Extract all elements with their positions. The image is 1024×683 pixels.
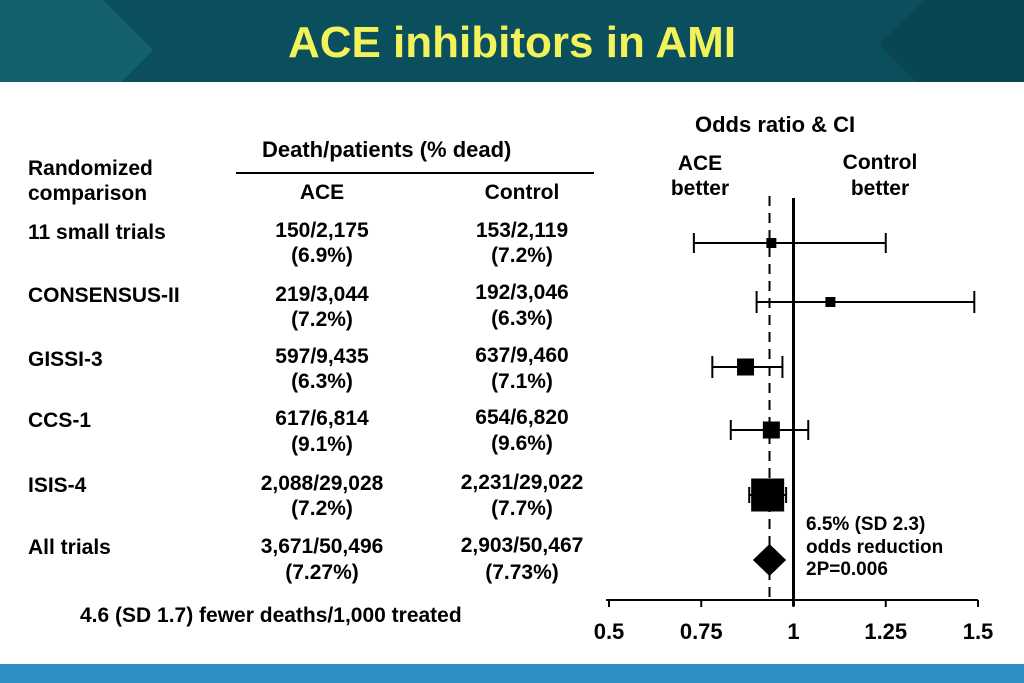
ace-counts: 150/2,175 — [275, 219, 369, 242]
footer-bar — [0, 664, 1024, 683]
forest-plot: 0.5 0.75 1 1.25 1.5 — [594, 196, 994, 644]
point-estimate — [766, 238, 777, 248]
trial-name: ISIS-4 — [28, 474, 87, 497]
col-header-ace: ACE — [299, 181, 345, 204]
point-estimate — [751, 478, 785, 512]
point-estimate — [825, 297, 836, 307]
ace-percent: (6.9%) — [291, 244, 353, 267]
table-header-rule — [236, 172, 594, 174]
annotation-line2: odds reduction — [806, 537, 944, 558]
col-header-control: Control — [484, 181, 560, 204]
ace-counts: 597/9,435 — [275, 345, 369, 368]
control-percent: (7.73%) — [485, 561, 559, 584]
x-tick-label: 1 — [787, 619, 799, 644]
annotation-line3: 2P=0.006 — [806, 559, 888, 580]
ace-percent: (7.2%) — [291, 497, 353, 520]
left-label-line1: ACE — [677, 152, 723, 175]
control-percent: (6.3%) — [491, 307, 553, 330]
ace-counts: 3,671/50,496 — [260, 535, 384, 558]
trial-name: CCS-1 — [28, 409, 92, 432]
control-counts: 654/6,820 — [475, 406, 569, 429]
right-label-line2: better — [850, 177, 910, 200]
trial-estimates — [692, 233, 976, 512]
point-estimate — [737, 358, 755, 376]
table-group-header: Death/patients (% dead) — [262, 137, 512, 162]
table-footnote: 4.6 (SD 1.7) fewer deaths/1,000 treated — [80, 604, 462, 627]
x-tick-label: 0.75 — [680, 619, 723, 644]
control-counts: 153/2,119 — [475, 219, 569, 242]
overall-estimate — [752, 544, 787, 576]
control-percent: (7.7%) — [491, 497, 553, 520]
x-tick-label: 1.25 — [864, 619, 907, 644]
left-label-line2: better — [670, 177, 730, 200]
trial-name: All trials — [28, 536, 111, 559]
trial-name: GISSI-3 — [28, 348, 103, 371]
ace-percent: (7.27%) — [285, 561, 359, 584]
control-counts: 2,231/29,022 — [460, 471, 584, 494]
ace-counts: 617/6,814 — [275, 407, 369, 430]
annotation-line1: 6.5% (SD 2.3) — [806, 514, 926, 535]
x-axis-ticks: 0.5 0.75 1 1.25 1.5 — [594, 600, 994, 644]
slide-title: ACE inhibitors in AMI — [287, 18, 737, 67]
control-counts: 637/9,460 — [475, 344, 569, 367]
control-percent: (9.6%) — [491, 432, 553, 455]
col-header-comparison-line2: comparison — [28, 182, 148, 205]
overall-diamond — [752, 544, 787, 576]
chart-title: Odds ratio & CI — [695, 112, 856, 137]
ace-percent: (6.3%) — [291, 370, 353, 393]
control-percent: (7.2%) — [491, 244, 553, 267]
trial-name: CONSENSUS-II — [28, 284, 180, 307]
trial-name: 11 small trials — [28, 221, 166, 244]
control-percent: (7.1%) — [491, 370, 553, 393]
ace-percent: (7.2%) — [291, 308, 353, 331]
ace-counts: 219/3,044 — [275, 283, 369, 306]
title-banner: ACE inhibitors in AMI — [0, 0, 1024, 82]
control-counts: 2,903/50,467 — [460, 534, 584, 557]
point-estimate — [762, 421, 780, 439]
x-tick-label: 0.5 — [594, 619, 625, 644]
ace-counts: 2,088/29,028 — [260, 472, 384, 495]
col-header-comparison-line1: Randomized — [28, 157, 153, 180]
x-tick-label: 1.5 — [963, 619, 994, 644]
control-counts: 192/3,046 — [475, 281, 569, 304]
right-label-line1: Control — [842, 151, 918, 174]
ace-percent: (9.1%) — [291, 433, 353, 456]
